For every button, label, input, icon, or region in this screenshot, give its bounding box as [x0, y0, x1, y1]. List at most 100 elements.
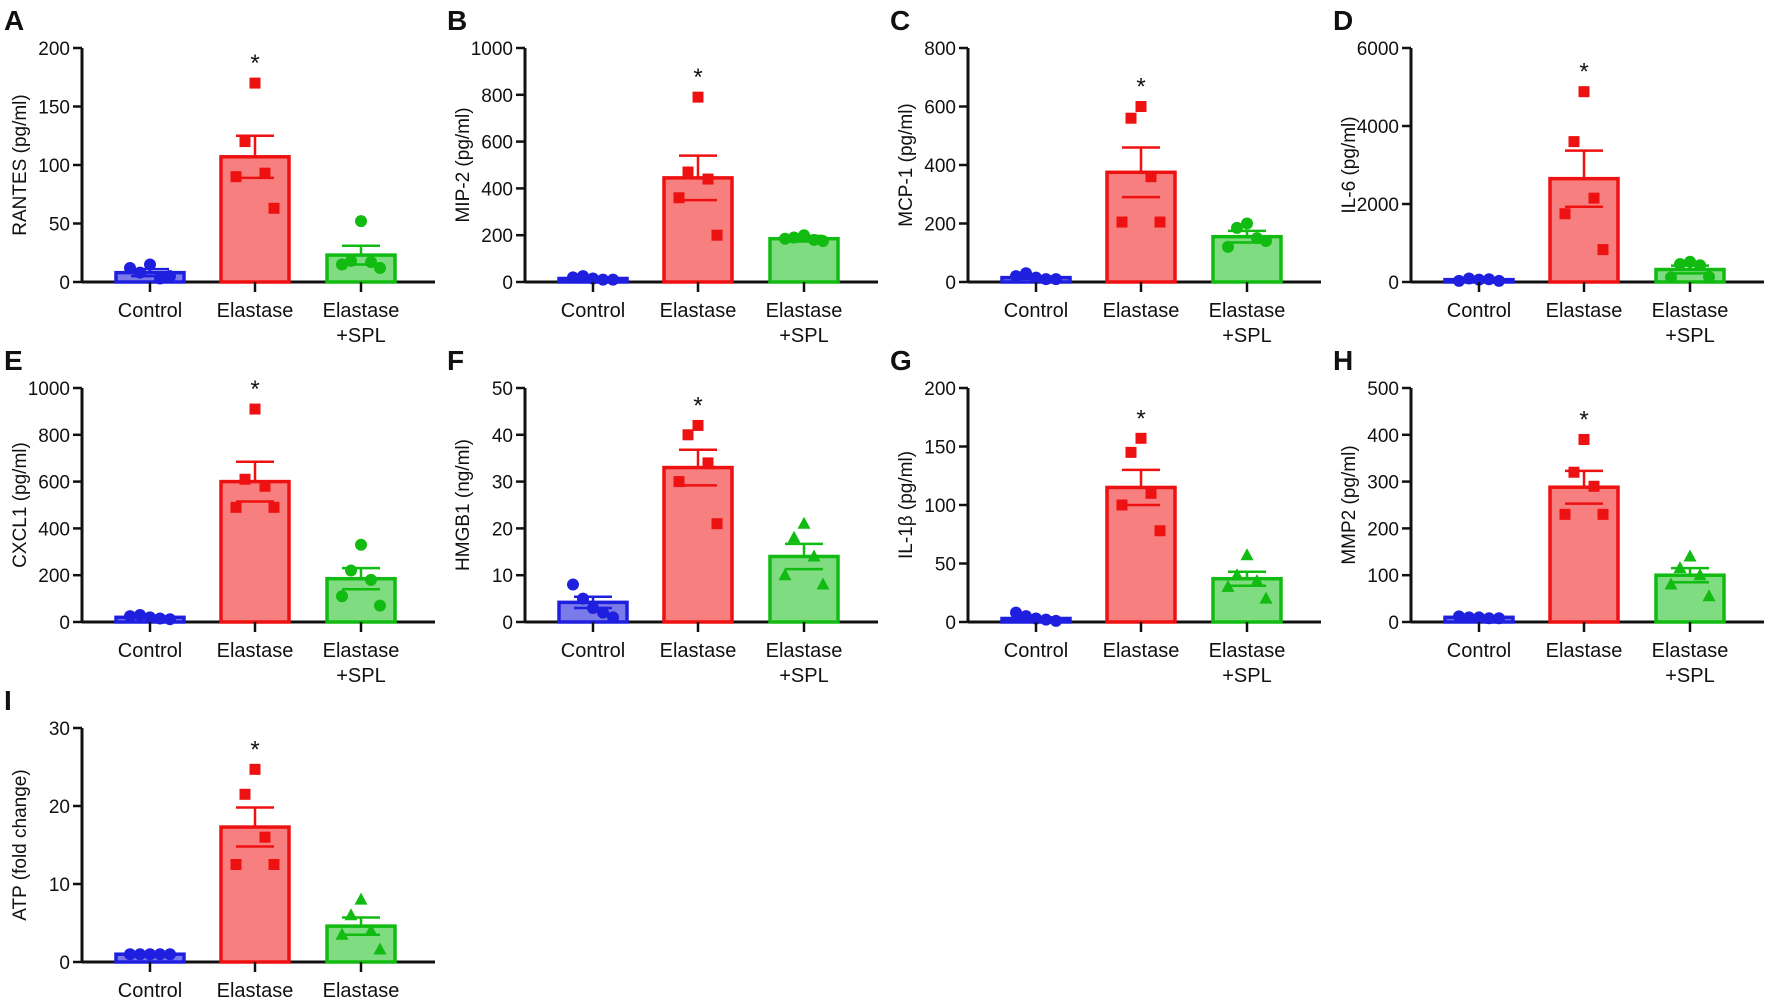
data-point-square: [1154, 216, 1166, 228]
x-tick-label: Elastase: [660, 640, 737, 662]
y-axis-label: RANTES (pg/ml): [10, 94, 31, 235]
data-point-square: [682, 166, 694, 178]
data-point-square: [1568, 136, 1580, 148]
data-point-triangle: [1683, 549, 1697, 562]
data-point-triangle: [778, 568, 792, 581]
data-point-square: [1588, 480, 1600, 492]
x-tick-label: Elastase: [766, 640, 843, 662]
data-point-square: [1597, 244, 1609, 256]
data-point-square: [1597, 508, 1609, 520]
data-point-circle: [1473, 273, 1485, 286]
data-point-circle: [164, 948, 176, 961]
bar-elastase-spl: [325, 924, 397, 964]
x-tick-label: Elastase: [1652, 300, 1729, 322]
y-tick-label: 50: [935, 555, 956, 576]
x-tick-label: Elastase: [217, 980, 294, 1002]
data-point-circle: [788, 231, 800, 244]
data-point-triangle: [1230, 568, 1244, 581]
x-tick-label: +SPL: [336, 325, 385, 347]
data-point-circle: [1665, 271, 1677, 284]
data-point-circle: [577, 270, 589, 283]
x-tick-label: +SPL: [336, 665, 385, 687]
data-point-circle: [1453, 610, 1465, 623]
y-tick-label: 600: [481, 133, 513, 154]
y-tick-label: 800: [38, 426, 70, 447]
data-point-circle: [1020, 610, 1032, 623]
x-tick-label: Elastase: [323, 300, 400, 322]
data-point-circle: [779, 232, 791, 245]
panel-letter: C: [890, 5, 910, 36]
x-tick-label: +SPL: [1665, 665, 1714, 687]
data-point-circle: [1231, 221, 1243, 234]
data-point-circle: [808, 233, 820, 246]
bar-elastase: [1548, 485, 1620, 624]
significance-asterisk: *: [693, 64, 702, 91]
data-point-circle: [1674, 258, 1686, 271]
data-point-circle: [154, 272, 166, 285]
data-point-circle: [1463, 611, 1475, 624]
chart-panel-a: A RANTES (pg/ml) 0 50 100 150 200 Control Elasta…: [4, 5, 435, 347]
y-axis-label: CXCL1 (pg/ml): [10, 442, 31, 568]
data-point-square: [1145, 487, 1157, 499]
data-point-square: [682, 429, 694, 441]
x-tick-label: Elastase: [660, 300, 737, 322]
y-tick-label: 400: [924, 156, 956, 177]
data-point-square: [692, 419, 704, 431]
data-point-circle: [355, 538, 367, 551]
y-tick-label: 40: [492, 426, 513, 447]
y-tick-label: 400: [38, 519, 70, 540]
y-tick-label: 800: [481, 86, 513, 107]
data-point-circle: [365, 573, 377, 586]
bar-elastase: [1548, 176, 1620, 284]
y-tick-label: 1000: [28, 379, 70, 400]
y-tick-label: 100: [924, 496, 956, 517]
data-point-circle: [817, 235, 829, 248]
data-point-circle: [1483, 273, 1495, 286]
data-point-triangle: [787, 530, 801, 543]
data-point-circle: [577, 592, 589, 605]
data-point-triangle: [816, 577, 830, 590]
x-tick-label: Elastase: [1652, 640, 1729, 662]
x-tick-label: Elastase: [323, 640, 400, 662]
data-point-circle: [1493, 274, 1505, 287]
data-point-square: [1125, 446, 1137, 458]
data-point-triangle: [1221, 579, 1235, 592]
data-point-square: [673, 192, 685, 204]
data-point-square: [259, 831, 271, 843]
y-tick-label: 150: [38, 98, 70, 119]
data-point-square: [268, 859, 280, 870]
x-tick-label: Elastase: [1546, 300, 1623, 322]
data-point-circle: [1010, 270, 1022, 283]
data-point-square: [1116, 499, 1128, 511]
data-point-square: [702, 173, 714, 185]
y-tick-label: 300: [1367, 473, 1399, 494]
y-tick-label: 400: [481, 179, 513, 200]
y-tick-label: 2000: [1357, 195, 1399, 216]
x-tick-label: Control: [118, 980, 182, 1002]
data-point-square: [1578, 86, 1590, 98]
data-point-square: [1588, 192, 1600, 204]
y-tick-label: 0: [945, 273, 956, 294]
data-point-square: [230, 171, 242, 183]
data-point-circle: [1251, 232, 1263, 245]
data-point-square: [230, 859, 242, 870]
panel-letter: H: [1333, 345, 1353, 376]
data-point-triangle: [1259, 591, 1273, 604]
data-point-circle: [164, 613, 176, 626]
data-point-circle: [1493, 612, 1505, 625]
x-tick-label: Elastase: [217, 640, 294, 662]
data-point-square: [259, 167, 271, 179]
y-tick-label: 200: [924, 379, 956, 400]
data-point-square: [702, 457, 714, 469]
y-tick-label: 30: [492, 473, 513, 494]
y-tick-label: 400: [1367, 426, 1399, 447]
data-point-circle: [355, 215, 367, 228]
data-point-circle: [1010, 606, 1022, 619]
data-point-square: [711, 518, 723, 530]
data-point-circle: [1684, 255, 1696, 268]
x-tick-label: Control: [561, 640, 625, 662]
data-point-square: [249, 763, 261, 775]
data-point-square: [1154, 525, 1166, 537]
panel-letter: A: [4, 5, 24, 36]
